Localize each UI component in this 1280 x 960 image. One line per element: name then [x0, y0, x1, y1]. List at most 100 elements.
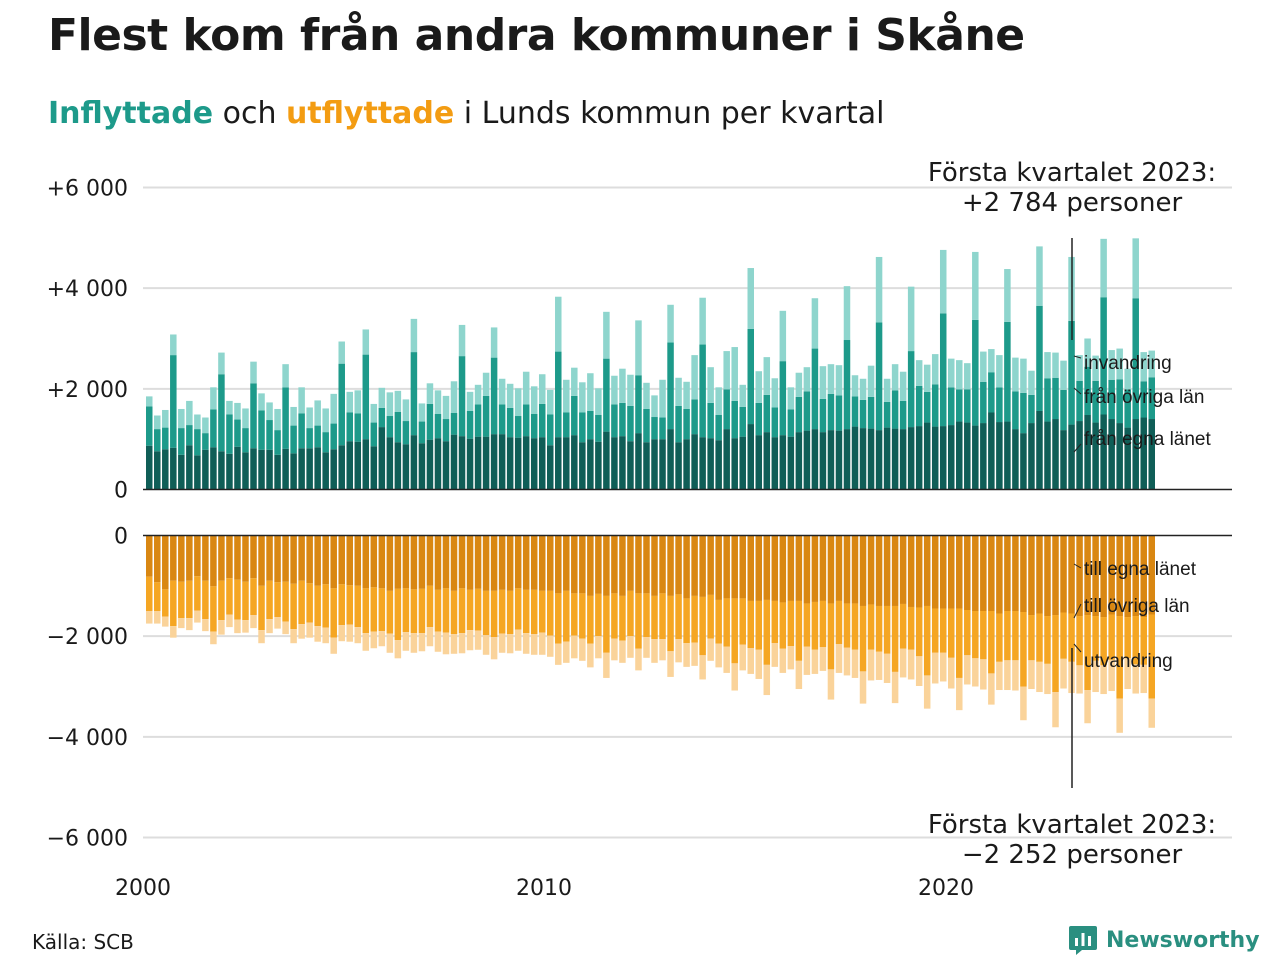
label-leader: [1073, 387, 1082, 395]
bar-out-egna-lanet: [378, 535, 386, 589]
bar-out-utvandring: [170, 626, 177, 638]
bar-out-egna-lanet: [370, 535, 378, 588]
bar-in-ovriga-lan: [795, 396, 803, 433]
bar-out-egna-lanet: [242, 535, 249, 582]
bar-out-utvandring: [587, 643, 594, 668]
bar-out-ovriga-lan: [771, 600, 779, 644]
bar-in-invandring: [1148, 350, 1155, 378]
bar-in-invandring: [1020, 358, 1027, 393]
bar-out-utvandring: [490, 637, 498, 660]
bar-out-egna-lanet: [619, 535, 626, 596]
bar-out-ovriga-lan: [899, 603, 907, 649]
bar-in-ovriga-lan: [667, 342, 674, 430]
bar-out-egna-lanet: [362, 535, 370, 589]
bar-in-invandring: [851, 375, 859, 397]
bar-out-utvandring: [547, 635, 554, 657]
bar-in-egna-lanet: [490, 434, 498, 490]
bar-out-egna-lanet: [939, 535, 947, 609]
bar-out-egna-lanet: [587, 535, 594, 596]
bar-in-ovriga-lan: [162, 427, 169, 450]
label-till-egna-lanet: till egna länet: [1084, 559, 1197, 580]
bar-out-utvandring: [731, 663, 738, 691]
bar-out-utvandring: [883, 653, 891, 683]
bar-out-egna-lanet: [1140, 535, 1147, 618]
bar-out-ovriga-lan: [1020, 612, 1027, 687]
bar-out-utvandring: [426, 627, 434, 647]
bar-in-invandring: [835, 365, 843, 396]
bar-in-invandring: [931, 354, 939, 385]
bar-in-ovriga-lan: [490, 357, 498, 435]
bar-out-ovriga-lan: [691, 595, 698, 643]
bar-in-ovriga-lan: [1068, 320, 1075, 425]
bar-in-ovriga-lan: [755, 402, 763, 436]
bar-out-egna-lanet: [747, 535, 754, 601]
bar-in-invandring: [675, 377, 682, 406]
label-leader: [1073, 563, 1082, 569]
bar-in-egna-lanet: [883, 427, 891, 490]
bar-in-egna-lanet: [980, 423, 987, 490]
bar-out-egna-lanet: [258, 535, 265, 586]
bar-in-ovriga-lan: [811, 348, 819, 430]
bar-in-ovriga-lan: [498, 404, 506, 435]
bar-out-egna-lanet: [883, 535, 891, 606]
bar-out-ovriga-lan: [787, 600, 795, 647]
bar-in-egna-lanet: [514, 437, 522, 490]
bar-out-egna-lanet: [282, 535, 289, 582]
bar-in-ovriga-lan: [146, 406, 153, 446]
bar-in-invandring: [258, 393, 265, 411]
bar-in-invandring: [386, 392, 394, 417]
bar-out-utvandring: [619, 640, 626, 663]
bar-out-egna-lanet: [530, 535, 538, 590]
bar-out-ovriga-lan: [226, 578, 233, 615]
bar-out-egna-lanet: [691, 535, 698, 596]
bar-out-egna-lanet: [739, 535, 746, 599]
bar-in-ovriga-lan: [1092, 380, 1099, 423]
bar-out-egna-lanet: [146, 535, 153, 577]
bar-in-egna-lanet: [1132, 419, 1139, 490]
top-annotation-line1: Första kvartalet 2023:: [928, 158, 1216, 188]
bar-in-invandring: [723, 351, 730, 390]
bar-out-egna-lanet: [1124, 535, 1131, 618]
bar-in-ovriga-lan: [883, 401, 891, 428]
bar-in-egna-lanet: [1084, 415, 1091, 490]
bar-out-ovriga-lan: [555, 593, 562, 644]
bar-out-egna-lanet: [659, 535, 666, 594]
bar-in-egna-lanet: [498, 434, 506, 490]
bar-in-invandring: [731, 347, 738, 401]
bar-in-egna-lanet: [627, 441, 634, 490]
bar-out-ovriga-lan: [1148, 614, 1155, 699]
bar-in-ovriga-lan: [835, 395, 843, 431]
bar-out-utvandring: [1100, 665, 1107, 695]
bar-out-utvandring: [186, 618, 193, 631]
bar-in-ovriga-lan: [923, 391, 931, 423]
bar-out-egna-lanet: [154, 535, 161, 583]
bar-out-utvandring: [1092, 660, 1099, 693]
bar-out-ovriga-lan: [587, 595, 594, 644]
bar-in-ovriga-lan: [202, 433, 209, 450]
bar-out-egna-lanet: [843, 535, 851, 604]
bottom-y-tick-label: −4 000: [47, 726, 128, 751]
bar-in-ovriga-lan: [1044, 378, 1051, 422]
bar-in-ovriga-lan: [426, 403, 434, 440]
bar-in-invandring: [763, 357, 771, 395]
bar-out-utvandring: [643, 637, 650, 658]
bar-in-ovriga-lan: [474, 404, 482, 437]
bar-in-egna-lanet: [1140, 417, 1147, 490]
bar-in-ovriga-lan: [851, 396, 859, 427]
bar-in-egna-lanet: [346, 441, 353, 490]
bar-out-utvandring: [595, 636, 602, 659]
bar-in-invandring: [482, 372, 490, 396]
bar-out-egna-lanet: [1020, 535, 1027, 613]
bar-out-utvandring: [298, 624, 305, 639]
bar-out-egna-lanet: [555, 535, 562, 594]
bar-out-ovriga-lan: [434, 589, 442, 632]
bar-out-utvandring: [338, 625, 345, 642]
bar-in-egna-lanet: [691, 434, 698, 490]
bar-out-egna-lanet: [466, 535, 474, 590]
bar-in-invandring: [474, 384, 482, 405]
bar-out-ovriga-lan: [466, 589, 474, 631]
bar-out-egna-lanet: [795, 535, 803, 601]
top-y-tick-label: +6 000: [47, 177, 128, 202]
bar-in-ovriga-lan: [330, 423, 337, 450]
subtitle-inflyttade: Inflyttade: [48, 96, 214, 131]
